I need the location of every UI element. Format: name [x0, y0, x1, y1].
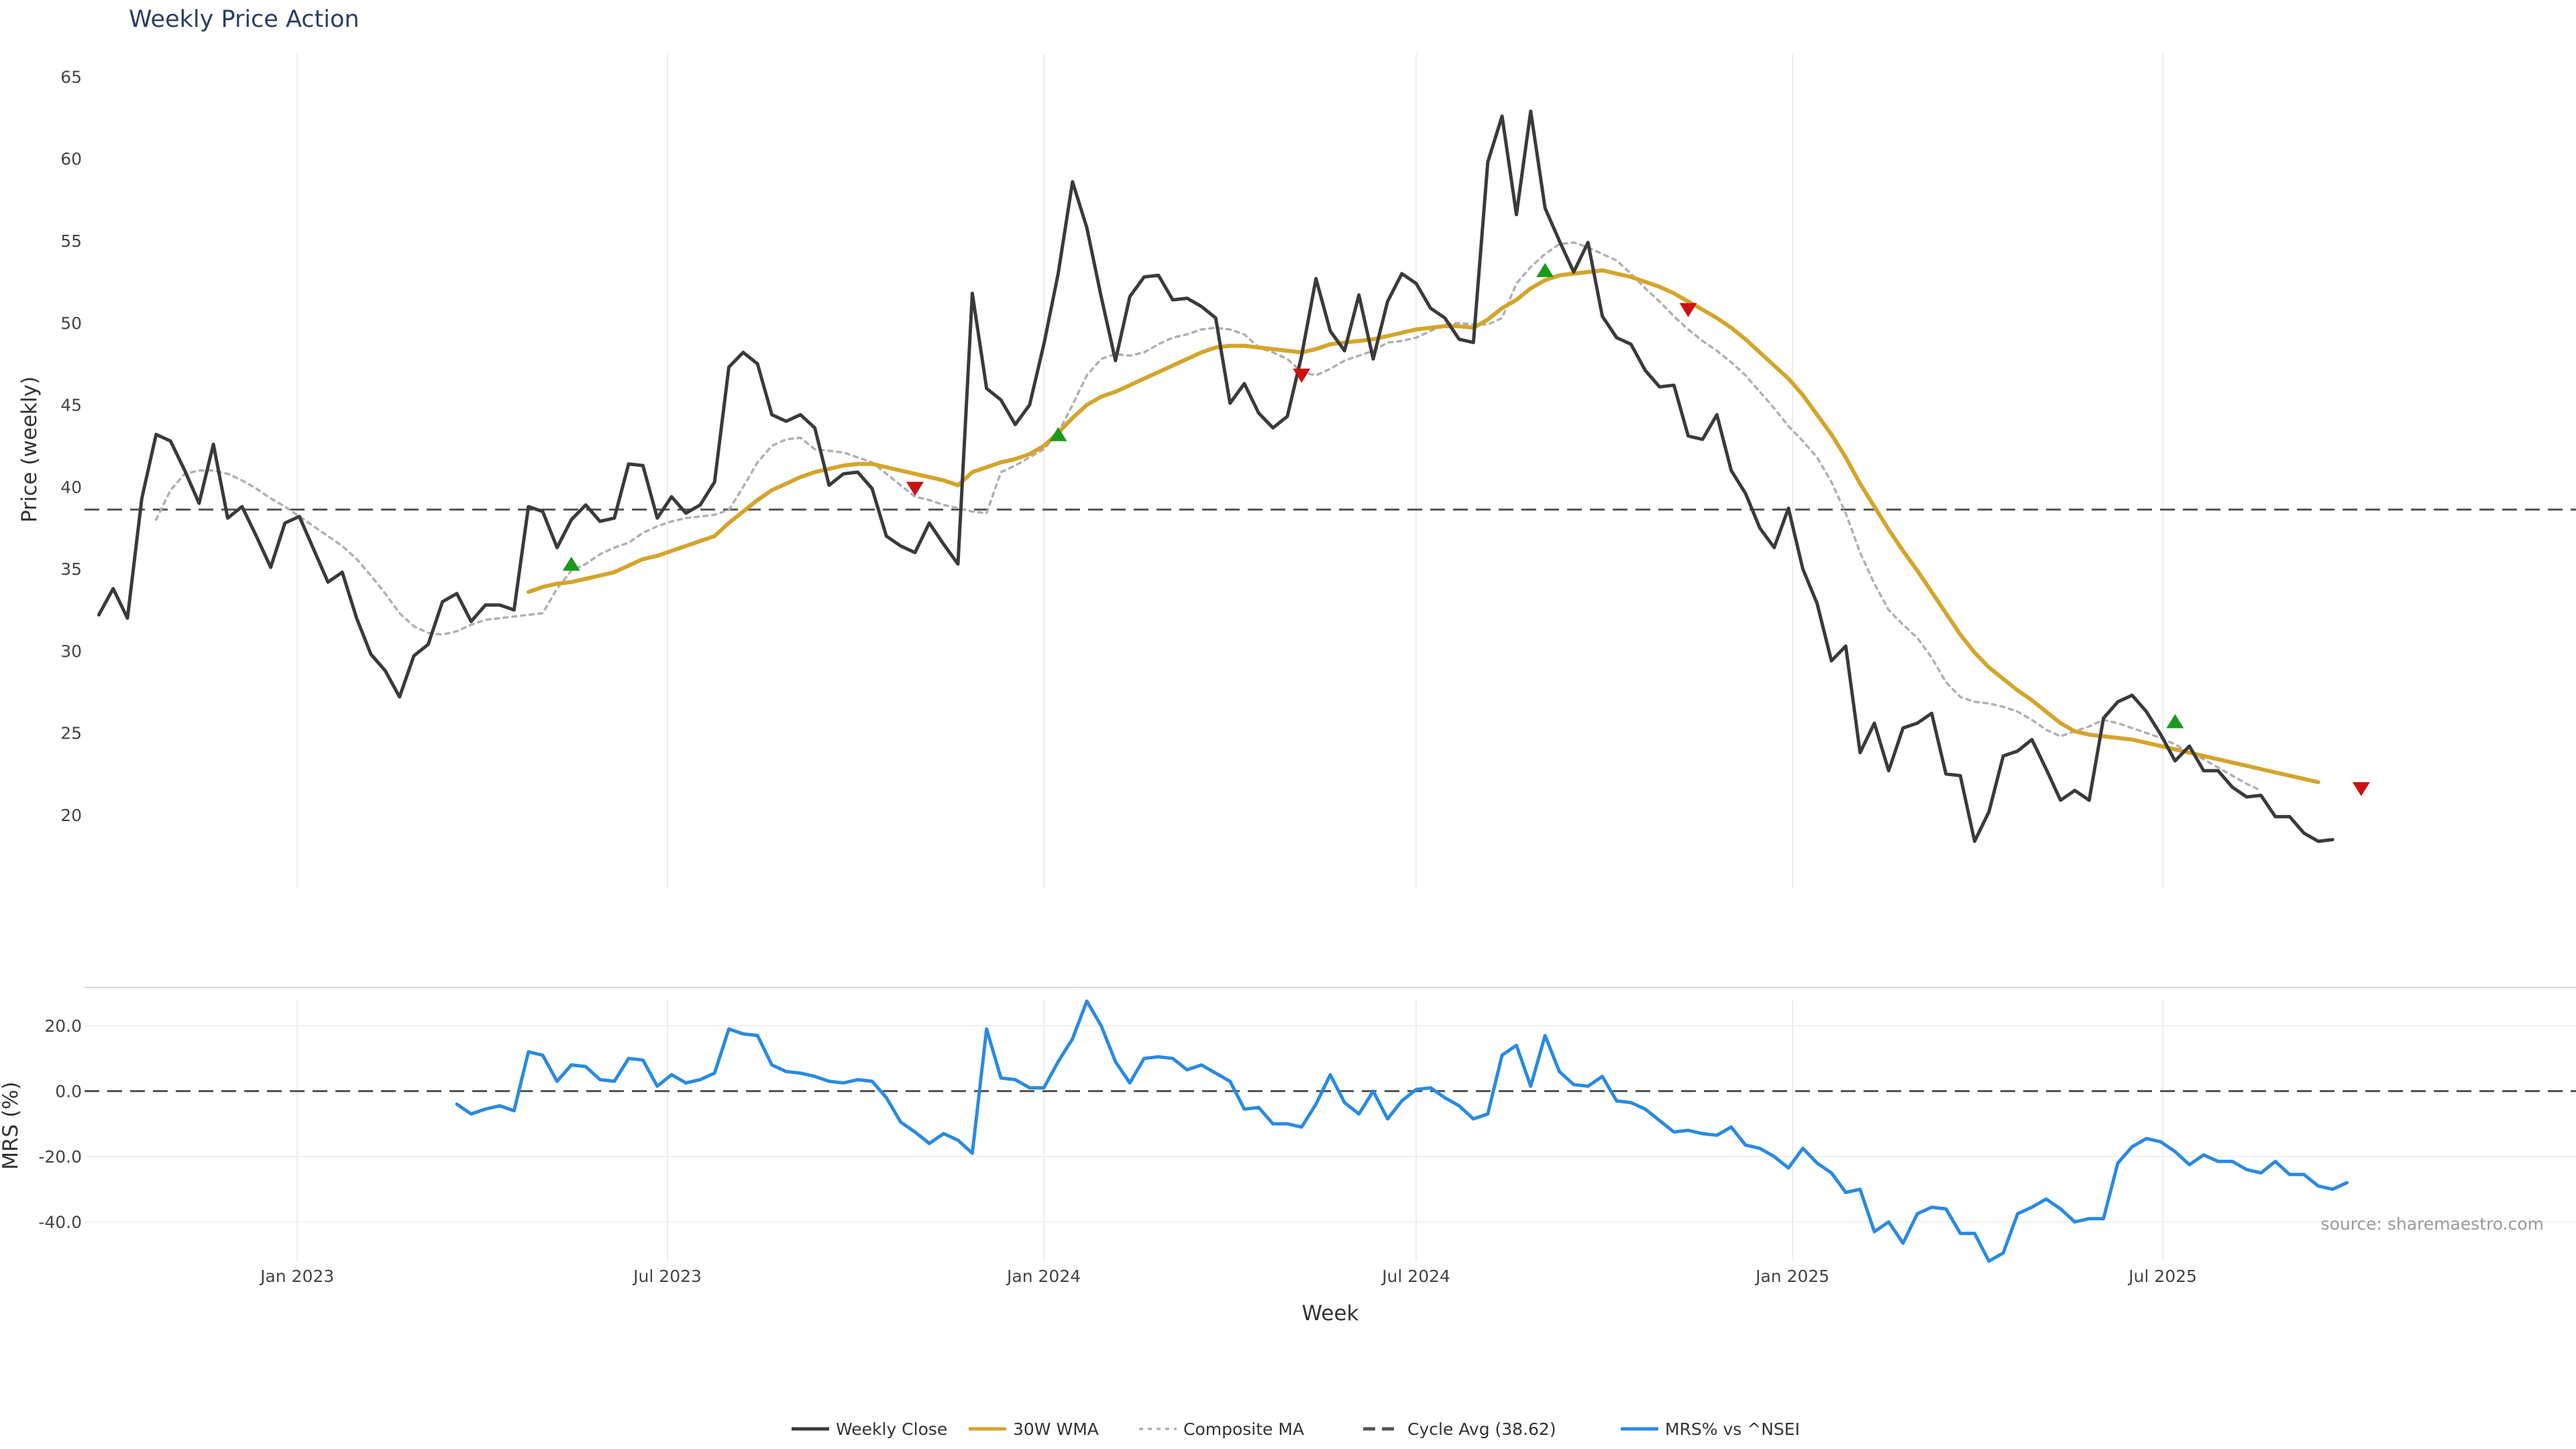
legend-item: Cycle Avg (38.62): [1363, 1419, 1556, 1439]
legend-item: 30W WMA: [969, 1419, 1099, 1439]
price-y-axis-title: Price (weekly): [17, 376, 42, 523]
x-axis: Jan 2023 Jul 2023 Jan 2024 Jul 2024 Jan 2025…: [259, 1267, 2197, 1286]
price-y-tick-label: 30: [60, 641, 82, 661]
x-tick-label: Jul 2025: [2127, 1267, 2197, 1286]
legend-label: MRS% vs ^NSEI: [1665, 1419, 1800, 1439]
mrs-panel: 20.0 0.0 -20.0 -40.0: [38, 999, 2576, 1263]
source-note: source: sharemaestro.com: [2321, 1214, 2544, 1234]
legend-label: Cycle Avg (38.62): [1407, 1419, 1556, 1439]
legend-label: Weekly Close: [836, 1419, 947, 1439]
legend-item: Composite MA: [1139, 1419, 1304, 1439]
legend: Weekly Close 30W WMA Composite MA Cycle Avg…: [792, 1419, 1800, 1439]
legend-label: Composite MA: [1183, 1419, 1304, 1439]
composite-ma-line: [154, 241, 2263, 792]
x-axis-title: Week: [1302, 1301, 1359, 1326]
sell-signal-marker: [2352, 782, 2370, 796]
buy-signal-marker: [1049, 427, 1067, 441]
price-y-tick-label: 40: [60, 478, 82, 497]
sell-signal-marker: [1679, 303, 1697, 317]
x-tick-label: Jul 2023: [632, 1267, 702, 1286]
buy-signal-marker: [2166, 714, 2184, 729]
price-y-tick-label: 20: [60, 806, 82, 825]
x-tick-label: Jul 2024: [1381, 1267, 1450, 1286]
weekly-close-line: [97, 109, 2334, 843]
price-y-tick-label: 50: [60, 313, 82, 333]
sell-signal-marker: [1293, 368, 1311, 383]
chart-title: Weekly Price Action: [129, 6, 360, 33]
mrs-y-tick-label: -40.0: [38, 1213, 82, 1232]
price-y-tick-label: 65: [60, 67, 82, 87]
x-tick-label: Jan 2023: [259, 1267, 334, 1286]
mrs-y-tick-label: 0.0: [55, 1082, 82, 1102]
price-y-tick-label: 55: [60, 231, 82, 251]
sell-signal-marker: [906, 482, 924, 496]
price-panel: 20 25 30 35 40 45 50 55 60 65: [60, 67, 2576, 843]
buy-signal-marker: [1536, 263, 1554, 278]
mrs-y-tick-label: -20.0: [38, 1147, 82, 1167]
vertical-grid: [297, 54, 2164, 1261]
mrs-line: [455, 999, 2349, 1263]
buy-signal-marker: [562, 556, 580, 571]
legend-item: Weekly Close: [792, 1419, 947, 1439]
price-y-tick-label: 60: [60, 150, 82, 169]
price-y-tick-label: 25: [60, 724, 82, 743]
x-tick-label: Jan 2025: [1754, 1267, 1829, 1286]
legend-label: 30W WMA: [1013, 1419, 1099, 1439]
x-tick-label: Jan 2024: [1006, 1267, 1081, 1286]
mrs-y-tick-label: 20.0: [44, 1016, 82, 1036]
wma-30w-line: [526, 268, 2320, 784]
legend-item: MRS% vs ^NSEI: [1621, 1419, 1800, 1439]
price-y-tick-label: 45: [60, 396, 82, 415]
mrs-y-axis-title: MRS (%): [0, 1081, 23, 1169]
price-y-tick-label: 35: [60, 559, 82, 579]
